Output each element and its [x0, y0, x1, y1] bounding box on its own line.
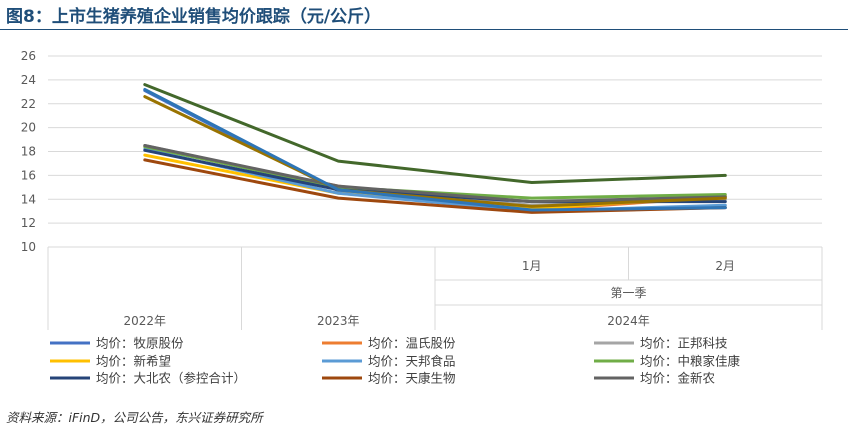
y-tick-label: 18: [21, 145, 36, 159]
y-tick-label: 26: [21, 49, 36, 63]
legend-label: 均价：牧原股份: [96, 336, 184, 351]
legend-label: 均价：金新农: [640, 371, 716, 386]
x-year-label: 2024年: [607, 314, 650, 328]
legend-label: 均价：新希望: [96, 354, 171, 369]
series-line: [143, 83, 727, 184]
x-year-label: 2022年: [123, 314, 166, 328]
y-tick-label: 12: [21, 216, 36, 230]
title-divider: [0, 29, 848, 30]
legend-label: 均价：中粮家佳康: [640, 354, 741, 369]
y-tick-label: 16: [21, 168, 36, 182]
y-tick-label: 10: [21, 240, 36, 254]
x-tick-label: 1月: [522, 259, 542, 273]
legend-label: 均价：天康生物: [368, 371, 456, 386]
x-group-label: 第一季: [610, 286, 646, 300]
y-tick-label: 22: [21, 97, 36, 111]
x-tick-label: 2月: [715, 259, 735, 273]
legend-label: 均价：温氏股份: [368, 336, 456, 351]
legend-label: 均价：大北农（参控合计）: [96, 371, 246, 386]
x-year-label: 2023年: [317, 314, 360, 328]
y-tick-label: 24: [21, 73, 36, 87]
legend-label: 均价：正邦科技: [640, 336, 728, 351]
y-tick-label: 20: [21, 121, 36, 135]
source-note: 资料来源：iFinD，公司公告，东兴证券研究所: [6, 410, 263, 425]
figure-title: 图8：上市生猪养殖企业销售均价跟踪（元/公斤）: [6, 7, 382, 27]
series-line: [143, 87, 727, 212]
y-tick-label: 14: [21, 192, 36, 206]
series-line: [143, 144, 727, 204]
series-line: [143, 95, 727, 208]
legend-label: 均价：天邦食品: [368, 354, 456, 369]
